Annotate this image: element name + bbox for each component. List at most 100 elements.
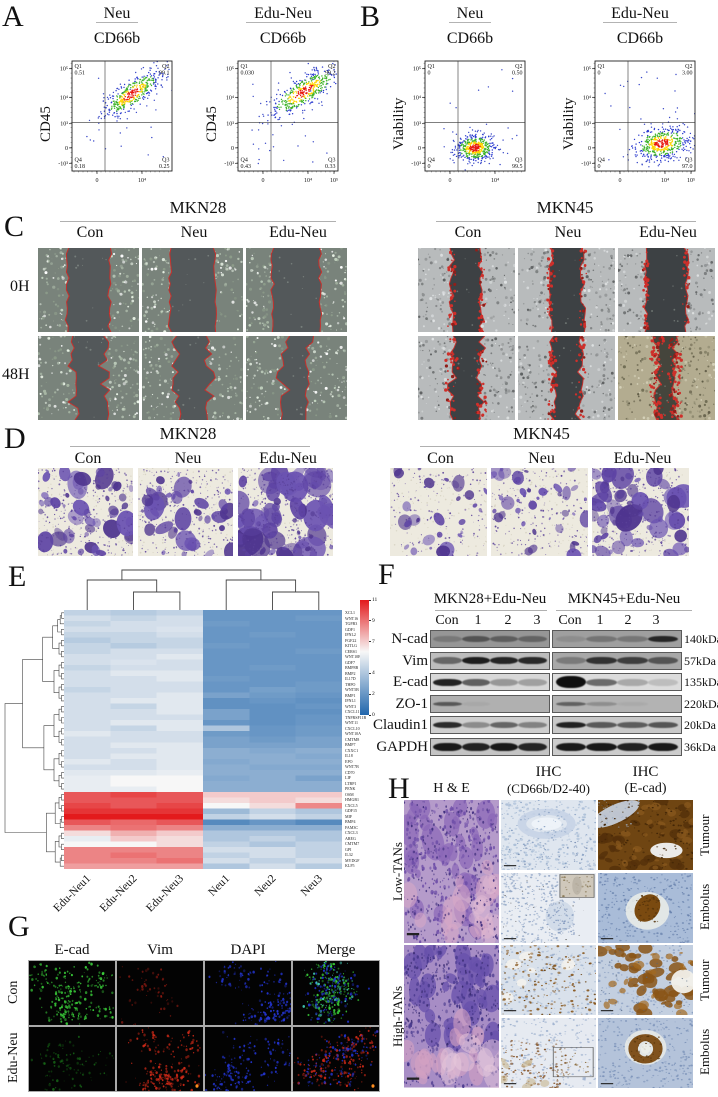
- blot-group-title: MKN28+Edu-Neu: [433, 591, 547, 607]
- heatmap-row-label: CXCL3: [345, 830, 358, 835]
- flow-block-neu: Neu CD66b Viability 10⁵ 10⁴ 10³ 0 -10³ 0 10⁴ Q1…: [391, 0, 541, 190]
- blot-strip: [430, 651, 550, 670]
- colorbar-tick-label: 11: [372, 597, 378, 603]
- svg-text:0: 0: [65, 146, 68, 152]
- molecular-weight-label: 140kDa: [684, 632, 718, 646]
- column-label: Neu: [174, 450, 202, 467]
- heatmap-row-label: MYDGF: [345, 857, 360, 863]
- heatmap-row-label: BMP8B: [345, 665, 359, 670]
- panel-c: C MKN28 MKN45 0H 48H Con Neu Edu-Neu Con Neu…: [0, 196, 718, 424]
- svg-text:10³: 10³: [413, 122, 421, 128]
- protein-band: [586, 722, 617, 728]
- colorbar-tick-label: 2: [372, 691, 375, 698]
- heatmap-row-label: CD70: [345, 769, 355, 775]
- panel-d: D MKN28 MKN45 Con Neu Edu-Neu Con Neu Edu-Neu: [0, 424, 718, 566]
- heatmap-row-label: GDF7: [345, 659, 356, 665]
- svg-text:10³: 10³: [226, 122, 234, 128]
- colorbar-tick: [369, 620, 371, 622]
- tissue-label: Tumour: [697, 814, 712, 856]
- lane-label: 1: [474, 613, 482, 628]
- svg-text:Q4: Q4: [428, 158, 435, 164]
- stain-title-he: H & E: [433, 781, 470, 796]
- heatmap-row-labels: XCL1 WNT16 TGFB3 GDF1 IFNL2 FGF22 KITLG CERS1 WN…: [345, 610, 366, 869]
- flow-block-edu-neu: Edu-Neu CD66b Viability 10⁵ 10⁴ 10³ 0 -10³ 0 1…: [561, 0, 711, 190]
- colorbar-tick: [369, 641, 371, 643]
- svg-text:-10³: -10³: [411, 161, 421, 167]
- heatmap-row-label: KITLG: [345, 643, 357, 648]
- flow-group-title: Neu: [54, 0, 180, 27]
- svg-text:0.18: 0.18: [75, 164, 86, 170]
- heatmap-row-label: BMP4: [345, 819, 356, 824]
- heatmap-row-label: IFNL2: [345, 632, 356, 637]
- heatmap-row-label: CERS1: [345, 648, 358, 654]
- panel-f: F MKN28+Edu-Neu MKN45+Edu-Neu Con 1 2 3 Con 1…: [350, 556, 718, 788]
- svg-text:Q2: Q2: [328, 64, 335, 70]
- heatmap-row-label: KLF5: [345, 863, 355, 868]
- protein-band: [490, 742, 519, 751]
- tissue-label: Embolus: [697, 883, 712, 931]
- flow-marker-title: CD66b: [93, 30, 141, 47]
- protein-band: [518, 722, 547, 728]
- colorbar-tick: [369, 714, 371, 716]
- heatmap-row-label: HMGB1: [345, 797, 360, 802]
- svg-text:99.5: 99.5: [512, 164, 523, 170]
- svg-text:0: 0: [598, 164, 601, 170]
- heatmap-row-label: LIF: [345, 775, 351, 780]
- svg-text:Q4: Q4: [598, 158, 605, 164]
- svg-text:99.2: 99.2: [325, 71, 336, 77]
- svg-text:10⁴: 10⁴: [60, 95, 68, 101]
- colorbar-tick-label: 9: [372, 617, 375, 624]
- protein-band: [586, 636, 617, 642]
- blot-strip: [552, 630, 682, 648]
- svg-text:0: 0: [619, 178, 622, 184]
- panel-label-a: A: [2, 0, 24, 33]
- heatmap-row-label: THPO: [345, 681, 356, 687]
- cell-line-title: MKN45: [536, 198, 594, 217]
- header-underline: [436, 221, 696, 222]
- column-label: Neu: [554, 224, 582, 241]
- protein-band: [490, 657, 519, 664]
- protein-band: [647, 722, 679, 728]
- heatmap-row-label: IFNL1: [345, 698, 356, 703]
- protein-band: [490, 636, 519, 642]
- protein-band: [617, 701, 648, 706]
- svg-text:Q1: Q1: [598, 64, 605, 70]
- tissue-label: Tumour: [697, 959, 712, 1001]
- stain-title-ihc: IHC: [632, 764, 659, 780]
- svg-text:97.0: 97.0: [682, 164, 693, 170]
- blot-strip: [552, 673, 682, 691]
- svg-text:-10³: -10³: [224, 161, 234, 167]
- wound-healing-image: [418, 248, 515, 332]
- protein-band: [586, 701, 617, 706]
- svg-text:-10³: -10³: [581, 161, 591, 167]
- channel-label: E-cad: [54, 942, 90, 958]
- heatmap-grid: [64, 610, 342, 869]
- protein-label: ZO-1: [395, 695, 429, 712]
- immunofluorescence-image: [116, 960, 204, 1026]
- svg-text:0: 0: [428, 71, 431, 77]
- colorbar-tick-label: 4: [372, 670, 375, 677]
- colorbar-tick: [369, 672, 371, 674]
- heatmap-row-label: BMP1: [345, 692, 356, 698]
- heatmap-row-label: WNT16: [345, 615, 359, 621]
- column-label: Neu: [528, 450, 555, 467]
- protein-band: [461, 678, 490, 686]
- heatmap-row-label: WNT7B: [345, 764, 359, 769]
- immunofluorescence-image: [292, 960, 380, 1026]
- heatmap-row-label: CMTM7: [345, 841, 360, 846]
- svg-text:0.50: 0.50: [512, 71, 523, 77]
- protein-band: [433, 636, 462, 642]
- protein-band: [586, 657, 617, 664]
- protein-label: GAPDH: [376, 738, 428, 755]
- molecular-weight-label: 36kDa: [684, 739, 716, 754]
- protein-band: [617, 636, 648, 642]
- protein-band: [518, 636, 547, 642]
- svg-text:Q3: Q3: [328, 158, 335, 164]
- protein-band: [433, 742, 462, 751]
- blot-strip: [552, 737, 682, 756]
- svg-text:0: 0: [428, 164, 431, 170]
- column-label: Edu-Neu: [259, 450, 317, 467]
- he-image-low-tans: [404, 800, 499, 943]
- heatmap-row-label: CXCL10: [345, 725, 360, 731]
